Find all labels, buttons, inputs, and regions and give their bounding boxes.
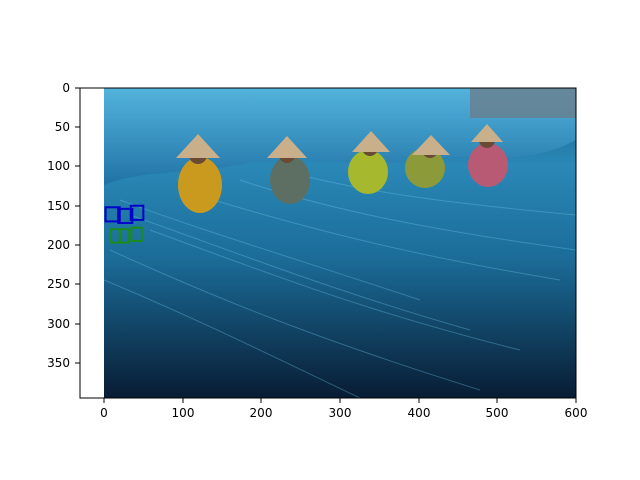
char-box: [130, 226, 143, 243]
axes-frame: [79, 87, 577, 399]
y-tick-label: 150: [47, 199, 70, 213]
x-tick-label: 100: [172, 406, 195, 420]
y-tick-label: 50: [55, 120, 70, 134]
word-box: [117, 207, 134, 224]
annotation-layer: [104, 204, 145, 244]
fisherman-3: [348, 131, 390, 194]
x-tick-label: 500: [486, 406, 509, 420]
y-tick-label: 350: [47, 356, 70, 370]
x-tick-label: 200: [250, 406, 273, 420]
fisherman-1: [176, 134, 222, 213]
y-tick-label: 100: [47, 159, 70, 173]
y-axis: 0 50 100 150 200 250 300 350: [47, 81, 80, 370]
word-box: [104, 206, 121, 223]
photo: [104, 88, 576, 398]
fisherman-5: [468, 124, 508, 187]
x-tick-label: 600: [565, 406, 588, 420]
y-tick-label: 250: [47, 277, 70, 291]
x-tick-label: 400: [408, 406, 431, 420]
x-axis: 0 100 200 300 400 500 600: [100, 398, 587, 420]
fisherman-2: [267, 136, 310, 204]
x-tick-label: 0: [100, 406, 108, 420]
y-tick-label: 200: [47, 238, 70, 252]
y-tick-label: 300: [47, 317, 70, 331]
y-tick-label: 0: [62, 81, 70, 95]
word-box: [129, 204, 145, 221]
fisherman-4: [405, 135, 450, 188]
char-box: [119, 228, 131, 244]
x-tick-label: 300: [329, 406, 352, 420]
